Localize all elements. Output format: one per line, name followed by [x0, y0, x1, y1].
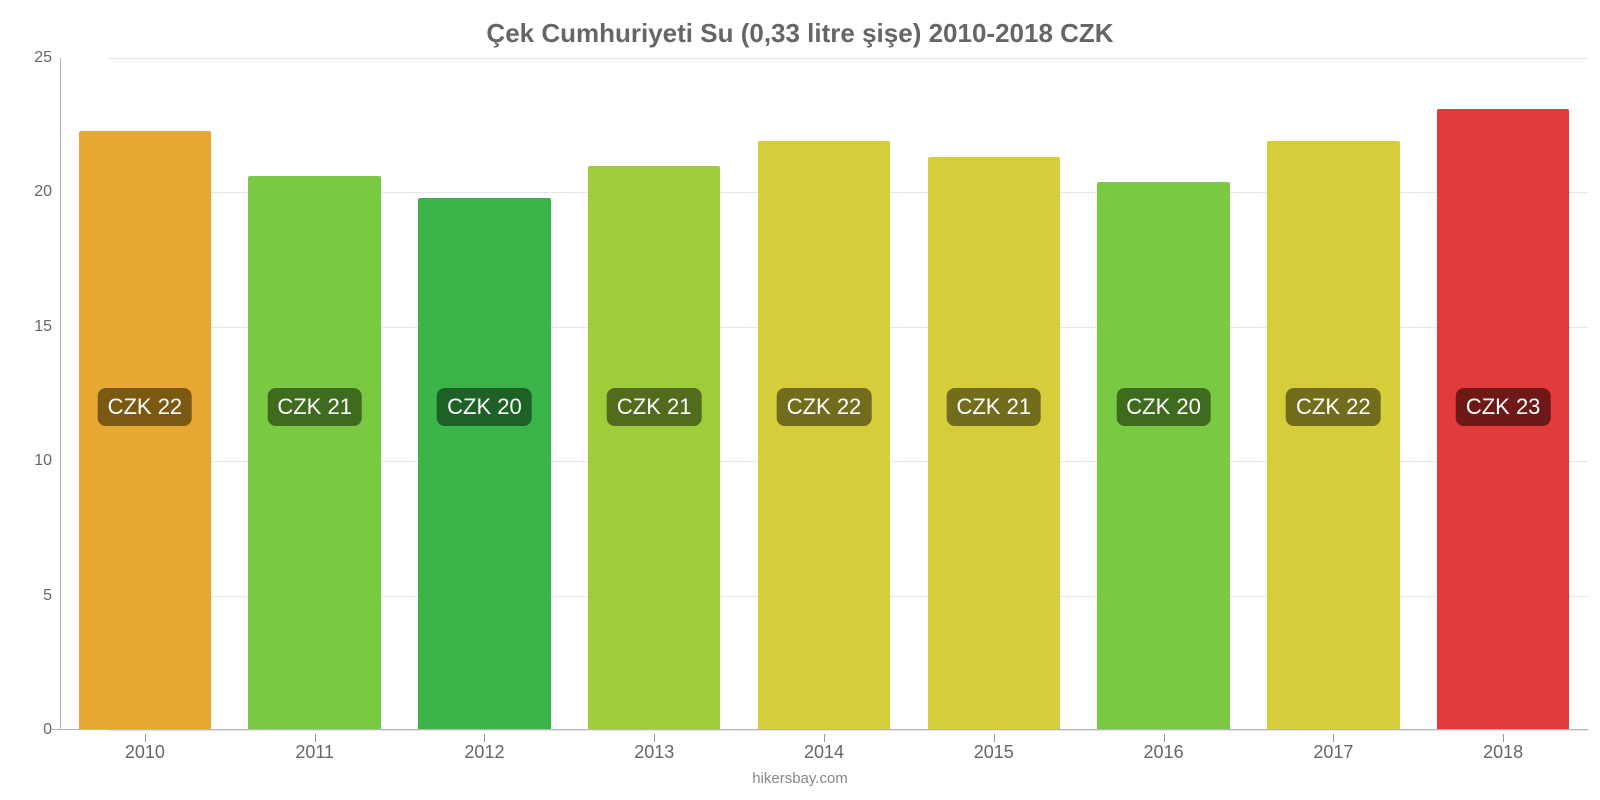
x-tick-label: 2013: [569, 742, 739, 763]
gridline: [108, 730, 1588, 731]
bar-slot: CZK 21: [909, 58, 1079, 730]
bar: CZK 21: [248, 176, 380, 730]
bar-value-label: CZK 20: [437, 388, 532, 426]
x-axis-line: [52, 729, 1588, 730]
bar: CZK 20: [1097, 182, 1229, 730]
x-tick-label: 2018: [1418, 742, 1588, 763]
y-tick-label: 0: [43, 721, 52, 739]
x-tick-label: 2014: [739, 742, 909, 763]
bar-value-label: CZK 22: [777, 388, 872, 426]
bar: CZK 22: [1267, 141, 1399, 730]
bar-slot: CZK 22: [1248, 58, 1418, 730]
x-tick-label: 2011: [230, 742, 400, 763]
x-tick-label: 2016: [1079, 742, 1249, 763]
bar-value-label: CZK 23: [1456, 388, 1551, 426]
bars-group: CZK 22 CZK 21 CZK 20 CZK 21 CZK 22 CZK 21 CZK …: [60, 58, 1588, 730]
y-tick-label: 5: [43, 587, 52, 605]
y-tick-label: 10: [34, 452, 52, 470]
bar-value-label: CZK 21: [267, 388, 362, 426]
bar-slot: CZK 20: [400, 58, 570, 730]
y-tick-label: 25: [34, 49, 52, 67]
bar-value-label: CZK 22: [1286, 388, 1381, 426]
bar-slot: CZK 21: [230, 58, 400, 730]
bar: CZK 23: [1437, 109, 1569, 730]
bar-value-label: CZK 20: [1116, 388, 1211, 426]
x-axis: 201020112012201320142015201620172018: [60, 742, 1588, 763]
x-tick-label: 2012: [400, 742, 570, 763]
bar-slot: CZK 22: [60, 58, 230, 730]
y-tick-label: 15: [34, 318, 52, 336]
chart-title: Çek Cumhuriyeti Su (0,33 litre şişe) 201…: [0, 18, 1600, 49]
bar-value-label: CZK 22: [98, 388, 193, 426]
bar-slot: CZK 23: [1418, 58, 1588, 730]
x-tick-label: 2017: [1248, 742, 1418, 763]
bar: CZK 22: [758, 141, 890, 730]
credit-text: hikersbay.com: [0, 770, 1600, 787]
y-tick-label: 20: [34, 183, 52, 201]
x-tick-label: 2010: [60, 742, 230, 763]
x-tick-label: 2015: [909, 742, 1079, 763]
bar: CZK 22: [79, 131, 211, 730]
bar-value-label: CZK 21: [607, 388, 702, 426]
bar: CZK 20: [418, 198, 550, 730]
chart-container: Çek Cumhuriyeti Su (0,33 litre şişe) 201…: [0, 0, 1600, 800]
bar: CZK 21: [928, 157, 1060, 730]
bar-slot: CZK 22: [739, 58, 909, 730]
bar-value-label: CZK 21: [946, 388, 1041, 426]
bar-slot: CZK 20: [1079, 58, 1249, 730]
y-axis: 0510152025: [12, 58, 60, 730]
bar-slot: CZK 21: [569, 58, 739, 730]
bar: CZK 21: [588, 166, 720, 730]
plot-area: 0510152025 CZK 22CZK 21CZK 20CZK 21CZK 2…: [12, 58, 1588, 730]
